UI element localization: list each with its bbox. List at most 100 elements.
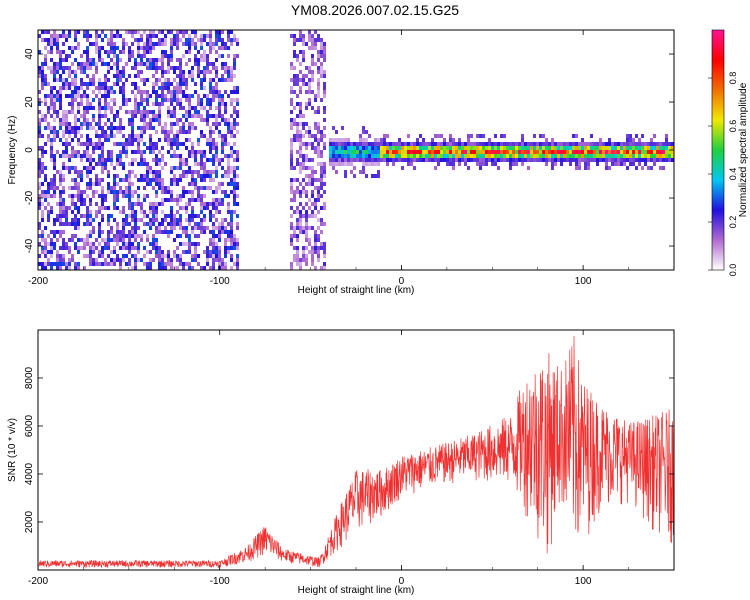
spectrogram-cell [218,186,221,190]
spectrogram-cell [152,150,155,154]
spectrogram-cell [119,230,122,234]
spectrogram-cell [134,62,137,66]
spectrogram-cell [458,154,461,158]
spectrogram-cell [209,30,212,34]
spectrogram-cell [551,158,554,162]
spectrogram-cell [215,166,218,170]
spectrogram-cell [47,94,50,98]
spectrogram-cell [155,82,158,86]
spectrogram-cell [206,54,209,58]
x-tick-label: -100 [210,576,230,587]
spectrogram-cell [101,158,104,162]
spectrogram-cell [185,130,188,134]
spectrogram-cell [122,150,125,154]
spectrogram-cell [197,174,200,178]
spectrogram-cell [44,82,47,86]
spectrogram-cell [389,142,392,146]
spectrogram-cell [167,186,170,190]
spectrogram-cell [113,118,116,122]
spectrogram-cell [170,98,173,102]
spectrogram-cell [665,142,668,146]
spectrogram-cell [215,206,218,210]
spectrogram-cell [296,206,299,210]
spectrogram-cell [191,74,194,78]
spectrogram-cell [302,254,305,258]
spectrogram-cell [89,158,92,162]
spectrogram-cell [38,70,41,74]
figure-title: YM08.2026.007.02.15.G25 [290,2,460,18]
spectrogram-cell [62,162,65,166]
spectrogram-cell [224,122,227,126]
spectrogram-cell [155,98,158,102]
spectrogram-cell [50,158,53,162]
spectrogram-cell [605,158,608,162]
spectrogram-cell [323,46,326,50]
spectrogram-cell [164,266,167,270]
spectrogram-cell [215,142,218,146]
spectrogram-cell [323,242,326,246]
spectrogram-cell [56,34,59,38]
spectrogram-cell [116,230,119,234]
spectrogram-cell [185,30,188,34]
spectrogram-cell [137,50,140,54]
spectrogram-cell [116,154,119,158]
spectrogram-cell [416,138,419,142]
spectrogram-cell [230,258,233,262]
spectrogram-cell [197,194,200,198]
spectrogram-cell [659,146,662,150]
spectrogram-cell [314,206,317,210]
spectrogram-cell [443,158,446,162]
spectrogram-cell [155,238,158,242]
spectrogram-cell [659,150,662,154]
spectrogram-cell [608,154,611,158]
spectrogram-cell [383,150,386,154]
spectrogram-cell [89,58,92,62]
spectrogram-cell [368,162,371,166]
spectrogram-cell [119,186,122,190]
spectrogram-cell [161,186,164,190]
spectrogram-cell [137,146,140,150]
spectrogram-cell [59,218,62,222]
spectrogram-cell [161,210,164,214]
spectrogram-cell [236,130,239,134]
spectrogram-cell [128,262,131,266]
spectrogram-cell [173,150,176,154]
spectrogram-cell [449,154,452,158]
spectrogram-cell [206,110,209,114]
spectrogram-cell [83,190,86,194]
spectrogram-cell [95,174,98,178]
spectrogram-cell [38,182,41,186]
spectrogram-cell [179,198,182,202]
spectrogram-cell [92,98,95,102]
spectrogram-cell [41,238,44,242]
spectrogram-cell [587,146,590,150]
spectrogram-cell [227,206,230,210]
spectrogram-cell [179,154,182,158]
spectrogram-cell [308,206,311,210]
spectrogram-cell [215,202,218,206]
spectrogram-cell [206,114,209,118]
spectrogram-cell [152,30,155,34]
spectrogram-cell [38,34,41,38]
spectrogram-cell [170,122,173,126]
spectrogram-cell [179,74,182,78]
spectrogram-cell [422,142,425,146]
spectrogram-cell [200,58,203,62]
spectrogram-cell [56,70,59,74]
spectrogram-cell [614,142,617,146]
spectrogram-cell [140,234,143,238]
spectrogram-cell [167,142,170,146]
spectrogram-cell [341,142,344,146]
spectrogram-cell [629,162,632,166]
spectrogram-cell [221,30,224,34]
spectrogram-cell [191,38,194,42]
spectrogram-cell [101,58,104,62]
spectrogram-cell [290,266,293,270]
spectrogram-cell [299,50,302,54]
spectrogram-cell [110,58,113,62]
spectrogram-cell [50,38,53,42]
spectrogram-cell [62,262,65,266]
spectrogram-cell [320,62,323,66]
spectrogram-cell [503,150,506,154]
